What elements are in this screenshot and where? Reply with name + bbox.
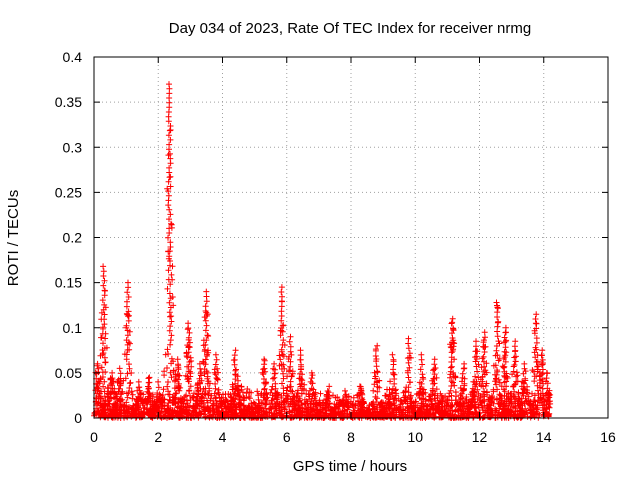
y-axis-label: ROTI / TECUs bbox=[5, 190, 22, 286]
roti-points bbox=[91, 81, 554, 421]
x-axis-label: GPS time / hours bbox=[293, 458, 407, 475]
x-tick-label: 12 bbox=[472, 429, 488, 445]
y-tick-label: 0.15 bbox=[55, 275, 82, 291]
y-tick-label: 0.35 bbox=[55, 94, 82, 110]
y-tick-label: 0.05 bbox=[55, 365, 82, 381]
y-tick-label: 0.2 bbox=[63, 230, 83, 246]
x-tick-label: 0 bbox=[90, 429, 98, 445]
y-tick-label: 0.25 bbox=[55, 184, 82, 200]
y-tick-label: 0.3 bbox=[63, 139, 83, 155]
x-tick-label: 10 bbox=[407, 429, 423, 445]
axis-ticks: 0 2 4 6 8 10 12 14 16 0 0.05 0.1 0.15 0.2 0.25 0.3 0.35 0… bbox=[55, 49, 616, 445]
chart-title: Day 034 of 2023, Rate Of TEC Index for r… bbox=[169, 20, 531, 37]
x-tick-label: 4 bbox=[219, 429, 227, 445]
grid-lines bbox=[94, 57, 608, 418]
y-tick-label: 0.1 bbox=[63, 320, 83, 336]
x-tick-label: 8 bbox=[347, 429, 355, 445]
y-tick-label: 0.4 bbox=[63, 49, 83, 65]
x-tick-label: 6 bbox=[283, 429, 291, 445]
x-tick-label: 14 bbox=[536, 429, 552, 445]
x-tick-label: 2 bbox=[154, 429, 162, 445]
x-tick-label: 16 bbox=[600, 429, 616, 445]
data-points bbox=[91, 81, 554, 421]
y-tick-label: 0 bbox=[74, 410, 82, 426]
